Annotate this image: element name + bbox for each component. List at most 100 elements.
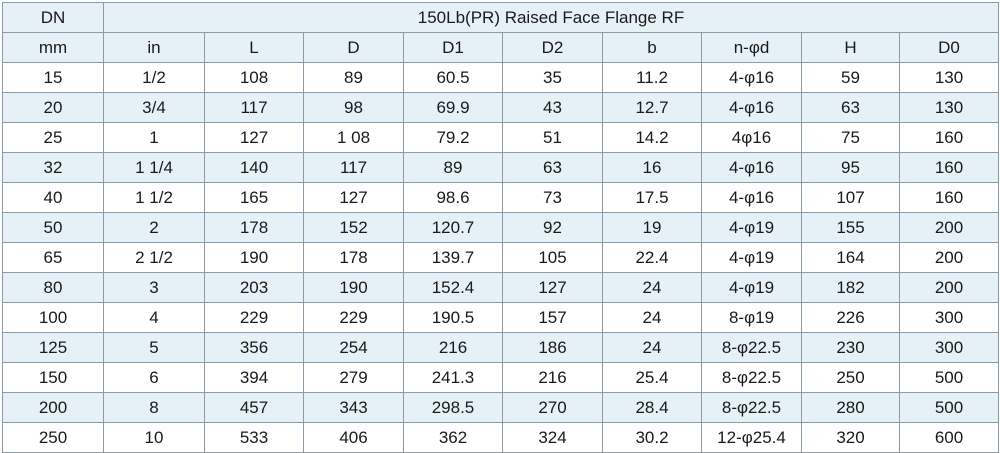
cell-b: 24 (602, 332, 702, 363)
cell-dn-mm: 40 (2, 182, 104, 213)
cell-b: 17.5 (602, 182, 702, 213)
cell-b: 25.4 (602, 362, 702, 393)
title-row: DN 150Lb(PR) Raised Face Flange RF (2, 2, 999, 33)
table-row: 250 10 533 406 362 324 30.2 12-φ25.4 320 600 (2, 422, 999, 453)
cell-d1: 152.4 (403, 272, 503, 303)
cell-d1: 216 (403, 332, 503, 363)
cell-d0: 130 (899, 62, 999, 93)
cell-b: 24 (602, 272, 702, 303)
header-d1: D1 (403, 32, 503, 63)
cell-d1: 362 (403, 422, 503, 453)
cell-d: 178 (303, 242, 404, 273)
cell-d: 117 (303, 152, 404, 183)
cell-d0: 500 (899, 392, 999, 423)
cell-d: 1 08 (303, 122, 404, 153)
cell-d0: 160 (899, 182, 999, 213)
cell-h: 95 (801, 152, 900, 183)
cell-n-phi-d: 8-φ22.5 (701, 392, 802, 423)
cell-d2: 105 (502, 242, 603, 273)
cell-d0: 600 (899, 422, 999, 453)
cell-h: 107 (801, 182, 900, 213)
cell-dn-mm: 80 (2, 272, 104, 303)
cell-b: 22.4 (602, 242, 702, 273)
cell-n-phi-d: 4-φ19 (701, 242, 802, 273)
table-row: 200 8 457 343 298.5 270 28.4 8-φ22.5 280 500 (2, 392, 999, 423)
cell-l: 140 (204, 152, 304, 183)
cell-h: 164 (801, 242, 900, 273)
cell-b: 12.7 (602, 92, 702, 123)
cell-d2: 73 (502, 182, 603, 213)
header-h: H (801, 32, 900, 63)
cell-d: 279 (303, 362, 404, 393)
table-row: 65 2 1/2 190 178 139.7 105 22.4 4-φ19 164 200 (2, 242, 999, 273)
cell-d1: 139.7 (403, 242, 503, 273)
cell-d2: 186 (502, 332, 603, 363)
cell-d0: 160 (899, 152, 999, 183)
cell-l: 394 (204, 362, 304, 393)
cell-d1: 98.6 (403, 182, 503, 213)
cell-dn-in: 3/4 (103, 92, 205, 123)
cell-dn-in: 4 (103, 302, 205, 333)
cell-dn-in: 3 (103, 272, 205, 303)
cell-d: 190 (303, 272, 404, 303)
cell-l: 108 (204, 62, 304, 93)
cell-h: 280 (801, 392, 900, 423)
cell-dn-in: 8 (103, 392, 205, 423)
cell-dn-mm: 15 (2, 62, 104, 93)
cell-n-phi-d: 8-φ22.5 (701, 332, 802, 363)
cell-n-phi-d: 4-φ19 (701, 212, 802, 243)
header-d0: D0 (899, 32, 999, 63)
cell-d2: 127 (502, 272, 603, 303)
column-header-row: mm in L D D1 D2 b n-φd H D0 (2, 32, 999, 63)
cell-l: 356 (204, 332, 304, 363)
cell-l: 127 (204, 122, 304, 153)
cell-d0: 300 (899, 302, 999, 333)
cell-dn-mm: 250 (2, 422, 104, 453)
cell-d: 127 (303, 182, 404, 213)
cell-d0: 500 (899, 362, 999, 393)
cell-l: 533 (204, 422, 304, 453)
cell-n-phi-d: 4-φ16 (701, 152, 802, 183)
cell-d0: 200 (899, 212, 999, 243)
cell-d: 406 (303, 422, 404, 453)
cell-dn-in: 2 1/2 (103, 242, 205, 273)
cell-n-phi-d: 4-φ16 (701, 92, 802, 123)
header-b: b (602, 32, 702, 63)
header-d2: D2 (502, 32, 603, 63)
header-l: L (204, 32, 304, 63)
cell-dn-in: 6 (103, 362, 205, 393)
cell-d2: 270 (502, 392, 603, 423)
cell-d2: 43 (502, 92, 603, 123)
cell-d: 98 (303, 92, 404, 123)
cell-h: 320 (801, 422, 900, 453)
cell-d2: 157 (502, 302, 603, 333)
table-row: 100 4 229 229 190.5 157 24 8-φ19 226 300 (2, 302, 999, 333)
cell-h: 59 (801, 62, 900, 93)
cell-d1: 241.3 (403, 362, 503, 393)
cell-l: 165 (204, 182, 304, 213)
cell-n-phi-d: 4φ16 (701, 122, 802, 153)
cell-h: 230 (801, 332, 900, 363)
cell-d0: 200 (899, 242, 999, 273)
cell-n-phi-d: 8-φ19 (701, 302, 802, 333)
cell-dn-mm: 32 (2, 152, 104, 183)
cell-n-phi-d: 12-φ25.4 (701, 422, 802, 453)
header-d: D (303, 32, 404, 63)
cell-h: 182 (801, 272, 900, 303)
cell-d2: 35 (502, 62, 603, 93)
cell-n-phi-d: 4-φ16 (701, 62, 802, 93)
cell-d1: 69.9 (403, 92, 503, 123)
cell-d: 254 (303, 332, 404, 363)
cell-d: 229 (303, 302, 404, 333)
cell-l: 229 (204, 302, 304, 333)
cell-dn-in: 1 1/2 (103, 182, 205, 213)
cell-n-phi-d: 4-φ16 (701, 182, 802, 213)
cell-n-phi-d: 8-φ22.5 (701, 362, 802, 393)
cell-b: 16 (602, 152, 702, 183)
cell-h: 155 (801, 212, 900, 243)
cell-l: 117 (204, 92, 304, 123)
table-row: 40 1 1/2 165 127 98.6 73 17.5 4-φ16 107 160 (2, 182, 999, 213)
cell-h: 75 (801, 122, 900, 153)
cell-d: 343 (303, 392, 404, 423)
cell-n-phi-d: 4-φ19 (701, 272, 802, 303)
